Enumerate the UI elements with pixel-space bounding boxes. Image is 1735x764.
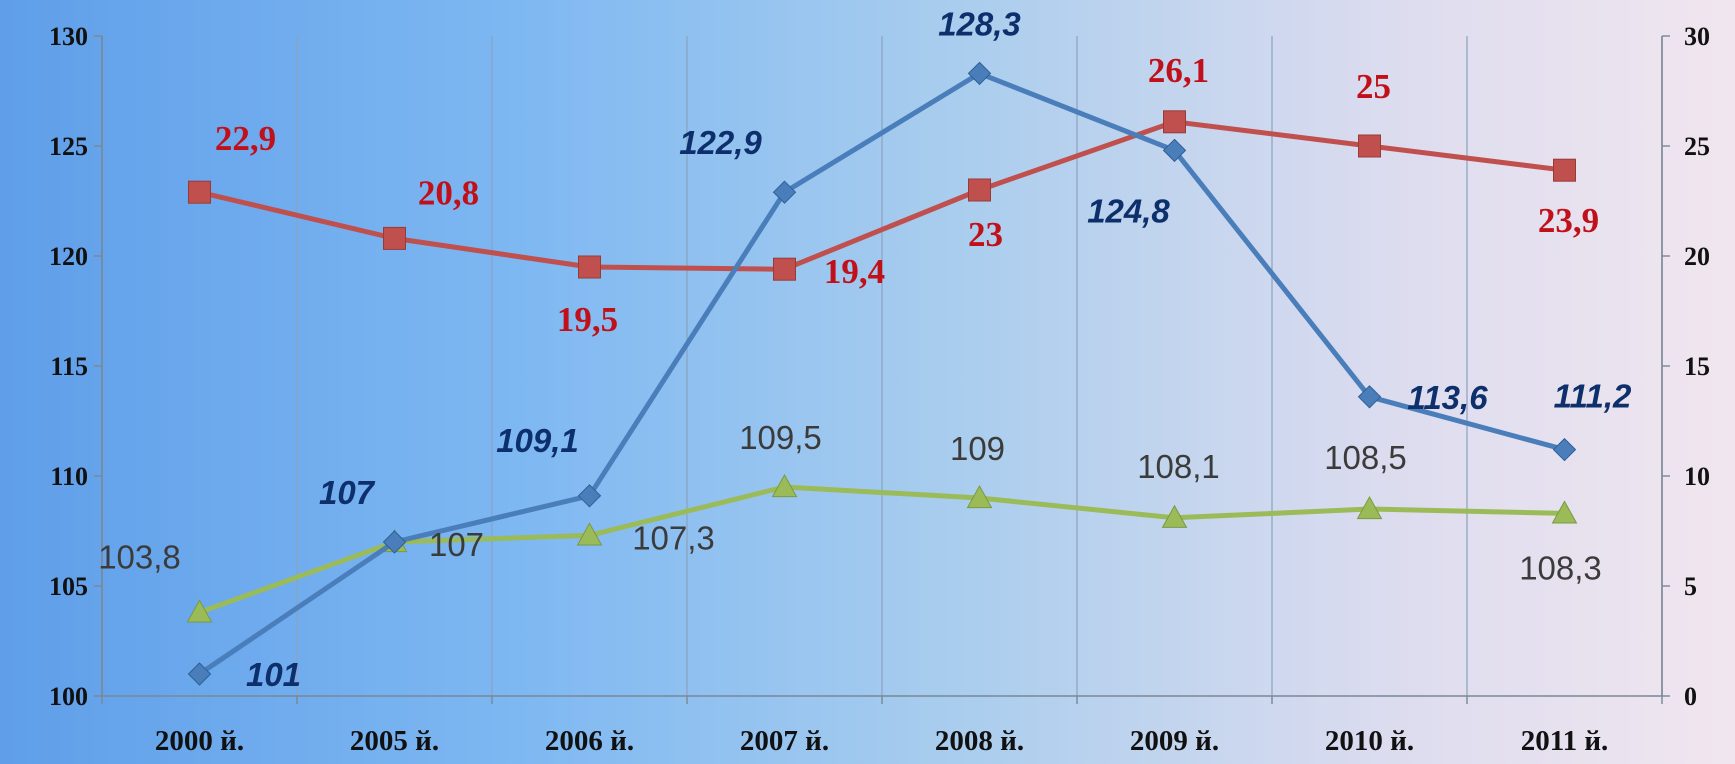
data-label: 20,8 xyxy=(418,173,479,212)
y-right-tick-label: 0 xyxy=(1684,682,1697,711)
y-right-tick-label: 25 xyxy=(1684,132,1710,161)
data-point xyxy=(772,180,797,204)
x-tick-label: 2009 й. xyxy=(1130,725,1219,757)
data-label: 109 xyxy=(950,430,1005,467)
data-point xyxy=(187,662,212,686)
data-label: 128,3 xyxy=(938,5,1021,42)
y-right-tick-label: 30 xyxy=(1684,22,1710,51)
data-point xyxy=(383,226,406,250)
data-label: 108,5 xyxy=(1324,439,1407,476)
data-label: 23,9 xyxy=(1538,201,1599,240)
data-label: 107 xyxy=(429,526,484,563)
data-label: 122,9 xyxy=(679,124,762,161)
series-line-square xyxy=(198,119,1565,272)
data-point xyxy=(1357,385,1382,409)
x-tick-label: 2007 й. xyxy=(740,725,829,757)
data-label: 19,4 xyxy=(824,252,885,291)
y-left-tick-label: 100 xyxy=(49,682,88,711)
data-point xyxy=(1551,500,1578,524)
y-right-tick-label: 5 xyxy=(1684,572,1697,601)
x-tick-label: 2011 й. xyxy=(1521,725,1609,757)
data-label: 22,9 xyxy=(215,119,276,158)
x-tick-label: 2010 й. xyxy=(1325,725,1414,757)
data-point xyxy=(186,599,213,623)
y-right-tick-label: 15 xyxy=(1684,352,1710,381)
data-label: 109,1 xyxy=(496,422,579,459)
x-tick-label: 2008 й. xyxy=(935,725,1024,757)
data-label: 25 xyxy=(1356,67,1391,106)
data-point xyxy=(771,473,798,498)
data-point xyxy=(967,61,992,86)
data-point xyxy=(1162,138,1187,163)
data-label: 103,8 xyxy=(98,538,181,575)
data-point xyxy=(968,178,991,202)
x-tick-label: 2000 й. xyxy=(155,725,244,757)
x-tick-label: 2006 й. xyxy=(545,725,634,757)
y-left-tick-label: 130 xyxy=(49,22,88,51)
series-line-triangle xyxy=(198,484,1565,615)
data-point xyxy=(577,484,602,508)
data-point xyxy=(773,257,796,281)
data-point xyxy=(1163,110,1186,134)
data-label: 108,3 xyxy=(1519,549,1602,586)
y-left-tick-label: 110 xyxy=(50,462,88,491)
x-tick-label: 2005 й. xyxy=(350,725,439,757)
data-point xyxy=(578,255,601,279)
data-point xyxy=(188,180,211,204)
data-point xyxy=(1356,495,1383,520)
data-point xyxy=(1161,504,1188,528)
data-label: 107 xyxy=(319,474,376,511)
data-label: 113,6 xyxy=(1407,379,1488,416)
y-right-tick-label: 20 xyxy=(1684,242,1710,271)
y-right-tick-label: 10 xyxy=(1684,462,1710,491)
data-label: 26,1 xyxy=(1148,51,1209,90)
axes: 100 105 110 115 120 125 130 0 5 10 15 20 25 30 2000 й.… xyxy=(49,22,1710,757)
data-labels: 101 107 109,1 122,9 128,3 124,8 113,6 111,2 22,9… xyxy=(98,5,1632,693)
data-label: 23 xyxy=(968,215,1003,254)
data-label: 111,2 xyxy=(1554,378,1632,415)
data-label: 101 xyxy=(246,656,301,693)
y-left-tick-label: 125 xyxy=(49,132,88,161)
data-label: 107,3 xyxy=(632,519,715,556)
data-label: 109,5 xyxy=(739,419,822,456)
data-label: 108,1 xyxy=(1137,448,1220,485)
data-point xyxy=(1553,158,1576,182)
y-left-tick-label: 105 xyxy=(49,572,88,601)
data-label: 19,5 xyxy=(557,300,618,339)
data-point xyxy=(1358,134,1381,158)
data-point xyxy=(576,522,603,546)
series-line-diamond xyxy=(198,70,1566,677)
y-left-tick-label: 120 xyxy=(49,242,88,271)
data-point xyxy=(1552,437,1577,462)
data-label: 124,8 xyxy=(1087,192,1170,229)
y-left-tick-label: 115 xyxy=(50,352,88,381)
series-group xyxy=(186,61,1578,686)
data-point xyxy=(382,530,407,554)
data-point xyxy=(966,484,993,509)
